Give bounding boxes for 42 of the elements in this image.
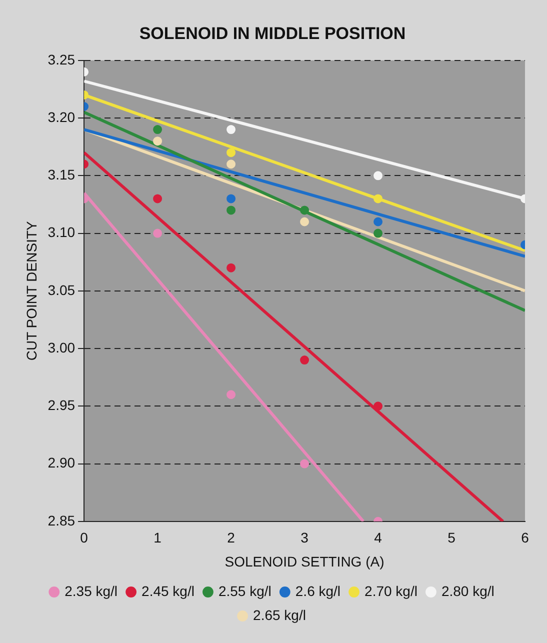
- x-tick-label: 4: [374, 530, 382, 546]
- point: [153, 228, 162, 238]
- x-tick-label: 2: [227, 530, 236, 546]
- point: [153, 194, 162, 204]
- legend-label: 2.35 kg/l: [64, 582, 118, 599]
- chart-title: SOLENOID IN MIDDLE POSITION: [139, 24, 406, 43]
- point: [226, 148, 236, 158]
- x-tick-label: 5: [448, 530, 456, 546]
- y-axis-title: CUT POINT DENSITY: [23, 220, 40, 361]
- point: [153, 125, 162, 134]
- y-tick-label: 3.20: [48, 108, 76, 125]
- y-tick-label: 3.15: [48, 166, 76, 183]
- legend-label: 2.80 kg/l: [441, 582, 494, 599]
- point: [374, 402, 383, 411]
- point: [226, 263, 236, 272]
- y-tick-label: 2.95: [48, 397, 76, 414]
- legend-label: 2.65 kg/l: [253, 606, 306, 623]
- point: [300, 356, 310, 365]
- point: [226, 390, 236, 400]
- legend-label: 2.6 kg/l: [295, 582, 341, 599]
- y-tick-label: 3.10: [48, 224, 76, 240]
- point: [226, 160, 236, 169]
- x-axis-title: SOLENOID SETTING (A): [224, 553, 384, 570]
- point: [374, 228, 383, 238]
- y-tick-label: 3.05: [48, 282, 76, 298]
- x-tick-label: 0: [80, 530, 88, 546]
- point: [300, 206, 310, 215]
- legend-label: 2.70 kg/l: [364, 582, 418, 599]
- x-tick-label: 3: [300, 530, 309, 546]
- point: [226, 206, 236, 215]
- point: [300, 459, 310, 468]
- legend-label: 2.45 kg/l: [142, 582, 194, 599]
- legend-label: 2.55 kg/l: [218, 582, 272, 599]
- y-tick-label: 3.00: [48, 339, 76, 356]
- point: [300, 217, 310, 226]
- x-tick-label: 1: [154, 530, 162, 546]
- y-tick-label: 2.90: [48, 454, 76, 471]
- point: [153, 136, 162, 146]
- y-tick-label: 2.85: [48, 512, 76, 528]
- point: [374, 194, 383, 204]
- y-tick-label: 3.25: [48, 51, 76, 68]
- x-tick-label: 6: [521, 530, 530, 546]
